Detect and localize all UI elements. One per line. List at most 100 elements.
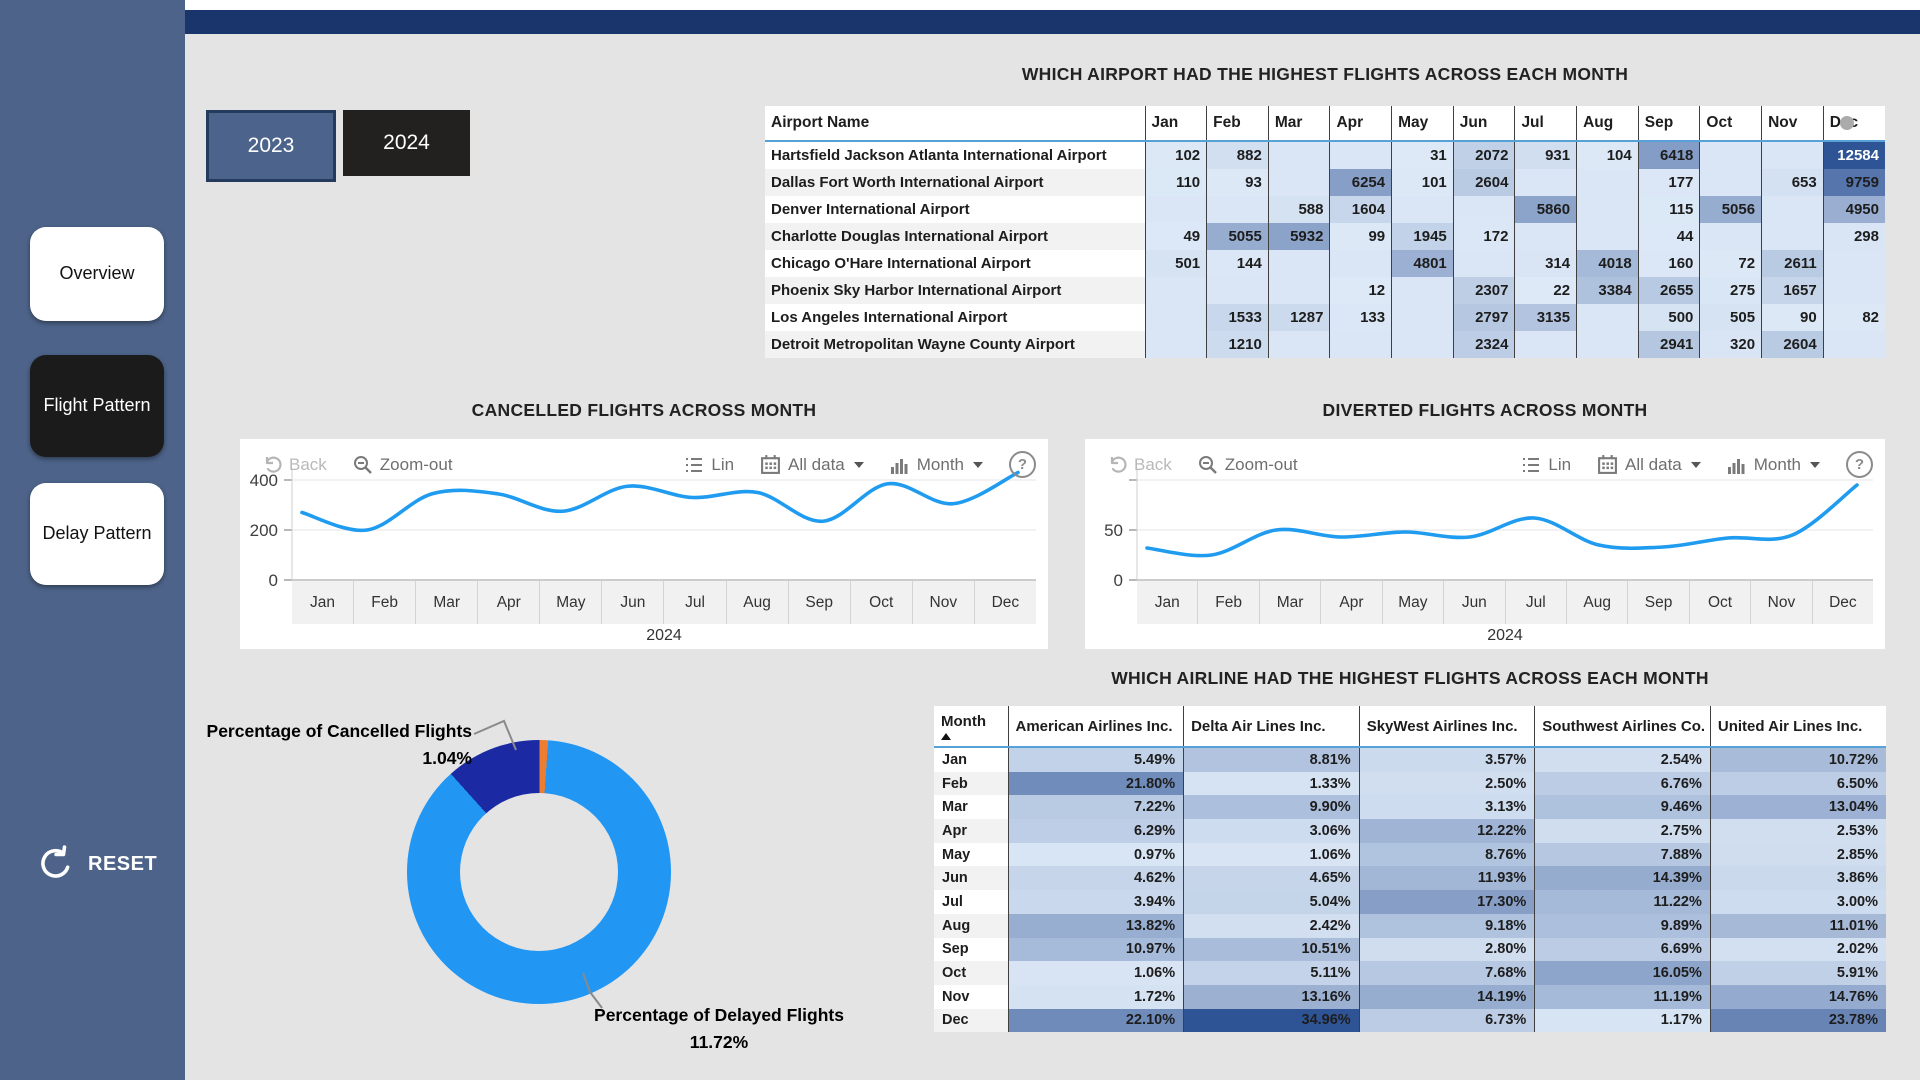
cancelled-chart-card: Back Zoom-out Lin All data Month ? 0 200 4… bbox=[240, 439, 1048, 649]
granularity-month-dropdown[interactable]: Month bbox=[1727, 455, 1820, 475]
table-row: Phoenix Sky Harbor International Airport… bbox=[765, 277, 1885, 304]
diverted-line-plot: 0 50 bbox=[1104, 469, 1873, 590]
flight-count-cell: 49 bbox=[1144, 223, 1207, 250]
top-navy-strip bbox=[185, 10, 1920, 34]
flight-count-cell bbox=[1391, 331, 1454, 358]
sidebar-item-flight-pattern[interactable]: Flight Pattern bbox=[30, 355, 164, 457]
linear-scale-button[interactable]: Lin bbox=[1521, 455, 1571, 475]
percentage-cell: 3.06% bbox=[1183, 819, 1360, 843]
flight-count-cell: 653 bbox=[1761, 169, 1824, 196]
donut-hole bbox=[460, 793, 618, 951]
percentage-cell: 7.68% bbox=[1358, 961, 1535, 985]
month-column-header: Oct bbox=[1699, 106, 1762, 141]
month-column-header: Aug bbox=[1576, 106, 1639, 141]
year-label: 2023 bbox=[247, 134, 295, 157]
help-icon[interactable]: ? bbox=[1009, 451, 1036, 478]
flight-count-cell: 882 bbox=[1206, 141, 1269, 169]
zoom-out-button[interactable]: Zoom-out bbox=[353, 455, 453, 475]
percentage-cell: 14.39% bbox=[1534, 866, 1711, 891]
svg-text:0: 0 bbox=[269, 571, 278, 590]
percentage-cell: 13.04% bbox=[1709, 795, 1886, 820]
month-label: Month bbox=[916, 454, 964, 474]
airport-table-title: WHICH AIRPORT HAD THE HIGHEST FLIGHTS AC… bbox=[1021, 64, 1629, 84]
percentage-cell: 6.76% bbox=[1534, 771, 1711, 796]
flight-count-cell bbox=[1206, 196, 1269, 223]
flight-count-cell: 2604 bbox=[1452, 169, 1515, 196]
month-cell: Mar bbox=[934, 795, 1008, 820]
flight-count-cell: 102 bbox=[1144, 141, 1207, 169]
percentage-cell: 13.16% bbox=[1183, 984, 1360, 1009]
month-cell: Aug bbox=[934, 913, 1008, 938]
percentage-cell: 9.89% bbox=[1534, 913, 1711, 938]
percentage-cell: 11.01% bbox=[1709, 913, 1886, 938]
percentage-cell: 2.02% bbox=[1709, 937, 1886, 962]
flight-count-cell: 31 bbox=[1391, 141, 1454, 169]
cancelled-slice-label: Percentage of Cancelled Flights 1.04% bbox=[186, 718, 472, 772]
linear-scale-button[interactable]: Lin bbox=[684, 455, 734, 475]
back-button[interactable]: Back bbox=[1107, 455, 1172, 475]
chart-toolbar: Back Zoom-out Lin All data Month ? bbox=[262, 451, 1036, 478]
flight-count-cell bbox=[1699, 169, 1762, 196]
flight-count-cell: 1533 bbox=[1206, 304, 1269, 331]
back-button[interactable]: Back bbox=[262, 455, 327, 475]
axis-month-label: Jul bbox=[663, 581, 725, 624]
percentage-cell: 9.46% bbox=[1534, 795, 1711, 820]
sidebar-item-delay-pattern[interactable]: Delay Pattern bbox=[30, 483, 164, 585]
help-icon[interactable]: ? bbox=[1846, 451, 1873, 478]
year-button-2023[interactable]: 2023 bbox=[206, 110, 336, 182]
flight-count-cell bbox=[1761, 141, 1824, 169]
airport-name-header: Airport Name bbox=[771, 114, 870, 131]
flight-count-cell: 4018 bbox=[1576, 250, 1639, 277]
airline-column-header: United Air Lines Inc. bbox=[1709, 706, 1886, 747]
year-button-2024[interactable]: 2024 bbox=[343, 110, 470, 176]
chevron-down-icon bbox=[1810, 461, 1820, 468]
reset-button[interactable]: RESET bbox=[36, 845, 157, 883]
table-scrollbar-thumb[interactable] bbox=[1840, 116, 1854, 130]
table-row: Oct 1.06% 5.11% 7.68% 16.05% 5.91% bbox=[934, 961, 1886, 985]
flight-count-cell: 1604 bbox=[1329, 196, 1392, 223]
flight-count-cell bbox=[1267, 141, 1330, 169]
flight-count-cell: 500 bbox=[1637, 304, 1700, 331]
zoom-out-icon bbox=[1198, 455, 1217, 474]
flight-count-cell bbox=[1206, 277, 1269, 304]
airport-name-cell: Phoenix Sky Harbor International Airport bbox=[765, 277, 1145, 304]
airline-column-header: SkyWest Airlines Inc. bbox=[1358, 706, 1535, 747]
percentage-cell: 5.91% bbox=[1709, 961, 1886, 985]
axis-month-label: Nov bbox=[1750, 581, 1811, 624]
sort-ascending-icon bbox=[941, 732, 951, 740]
percentage-cell: 0.97% bbox=[1007, 842, 1184, 867]
flight-count-cell bbox=[1576, 304, 1639, 331]
sidebar-item-overview[interactable]: Overview bbox=[30, 227, 164, 321]
percentage-cell: 2.54% bbox=[1534, 747, 1711, 772]
reset-label: RESET bbox=[88, 852, 158, 875]
percentage-cell: 16.05% bbox=[1534, 961, 1711, 985]
top-white-strip bbox=[185, 0, 1920, 10]
flight-count-cell: 5056 bbox=[1699, 196, 1762, 223]
flight-count-cell: 5860 bbox=[1514, 196, 1577, 223]
airline-column-header: Delta Air Lines Inc. bbox=[1183, 706, 1360, 747]
flight-count-cell bbox=[1144, 331, 1207, 358]
table-row: Jul 3.94% 5.04% 17.30% 11.22% 3.00% bbox=[934, 890, 1886, 914]
month-cell: Jan bbox=[934, 747, 1008, 772]
zoom-out-button[interactable]: Zoom-out bbox=[1198, 455, 1298, 475]
granularity-month-dropdown[interactable]: Month bbox=[890, 455, 983, 475]
all-data-label: All data bbox=[788, 454, 845, 474]
airport-name-cell: Detroit Metropolitan Wayne County Airpor… bbox=[765, 331, 1145, 358]
percentage-cell: 5.49% bbox=[1007, 747, 1184, 772]
zoom-out-icon bbox=[353, 455, 372, 474]
flight-count-cell: 1210 bbox=[1206, 331, 1269, 358]
flight-count-cell: 90 bbox=[1761, 304, 1824, 331]
flight-count-cell bbox=[1452, 196, 1515, 223]
back-label: Back bbox=[289, 454, 327, 474]
all-data-dropdown[interactable]: All data bbox=[1597, 454, 1701, 475]
percentage-cell: 3.86% bbox=[1709, 866, 1886, 891]
month-sort-header[interactable]: Month bbox=[934, 706, 1008, 747]
flight-count-cell: 101 bbox=[1391, 169, 1454, 196]
flight-count-cell: 160 bbox=[1637, 250, 1700, 277]
month-column-header: Mar bbox=[1267, 106, 1330, 141]
table-row: Jun 4.62% 4.65% 11.93% 14.39% 3.86% bbox=[934, 866, 1886, 891]
all-data-dropdown[interactable]: All data bbox=[760, 454, 864, 475]
table-row: Mar 7.22% 9.90% 3.13% 9.46% 13.04% bbox=[934, 795, 1886, 820]
flight-count-cell bbox=[1267, 250, 1330, 277]
axis-month-label: Jun bbox=[601, 581, 663, 624]
